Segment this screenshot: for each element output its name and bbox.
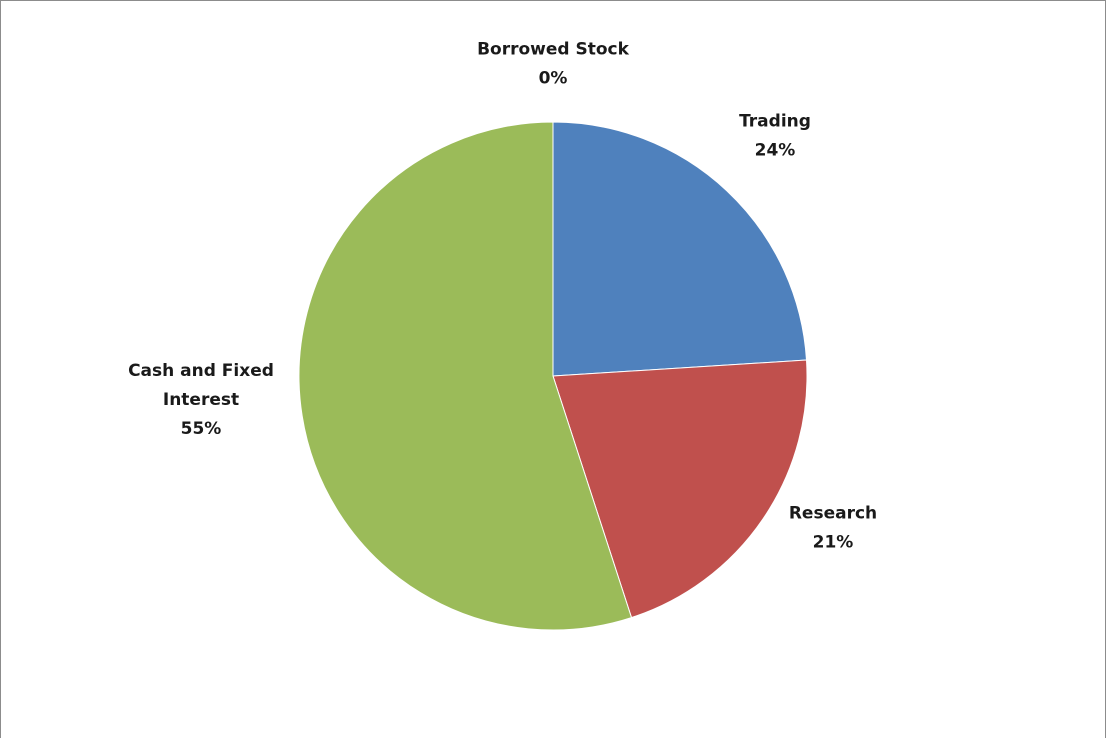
data-label-line: 0% xyxy=(539,69,568,89)
pie-slice-cash-and-fixed-interest xyxy=(298,121,633,631)
data-label-trading: Trading 24% xyxy=(739,112,811,161)
data-label-line: 24% xyxy=(755,141,796,161)
data-label-line: 55% xyxy=(181,419,222,439)
pie-slice-research xyxy=(552,359,808,619)
data-label-research: Research 21% xyxy=(789,504,877,553)
pie-slices xyxy=(298,121,808,631)
data-label-borrowed-stock: Borrowed Stock 0% xyxy=(477,40,630,89)
pie-data-labels: Trading 24% Research 21% Cash and Fixed Inter… xyxy=(128,40,877,553)
data-label-line: Borrowed Stock xyxy=(477,40,630,60)
data-label-line: Cash and Fixed xyxy=(128,361,274,381)
data-label-cash-and-fixed-interest: Cash and Fixed Interest 55% xyxy=(128,361,274,439)
data-label-line: 21% xyxy=(813,533,854,553)
data-label-line: Trading xyxy=(739,112,811,132)
pie-slice-trading xyxy=(552,121,808,377)
data-label-line: Research xyxy=(789,504,877,524)
data-label-line: Interest xyxy=(163,390,239,410)
